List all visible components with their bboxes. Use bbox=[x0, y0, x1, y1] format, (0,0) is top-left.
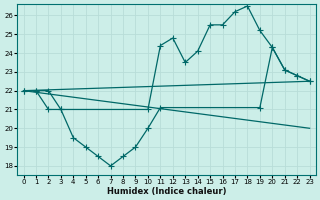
X-axis label: Humidex (Indice chaleur): Humidex (Indice chaleur) bbox=[107, 187, 226, 196]
